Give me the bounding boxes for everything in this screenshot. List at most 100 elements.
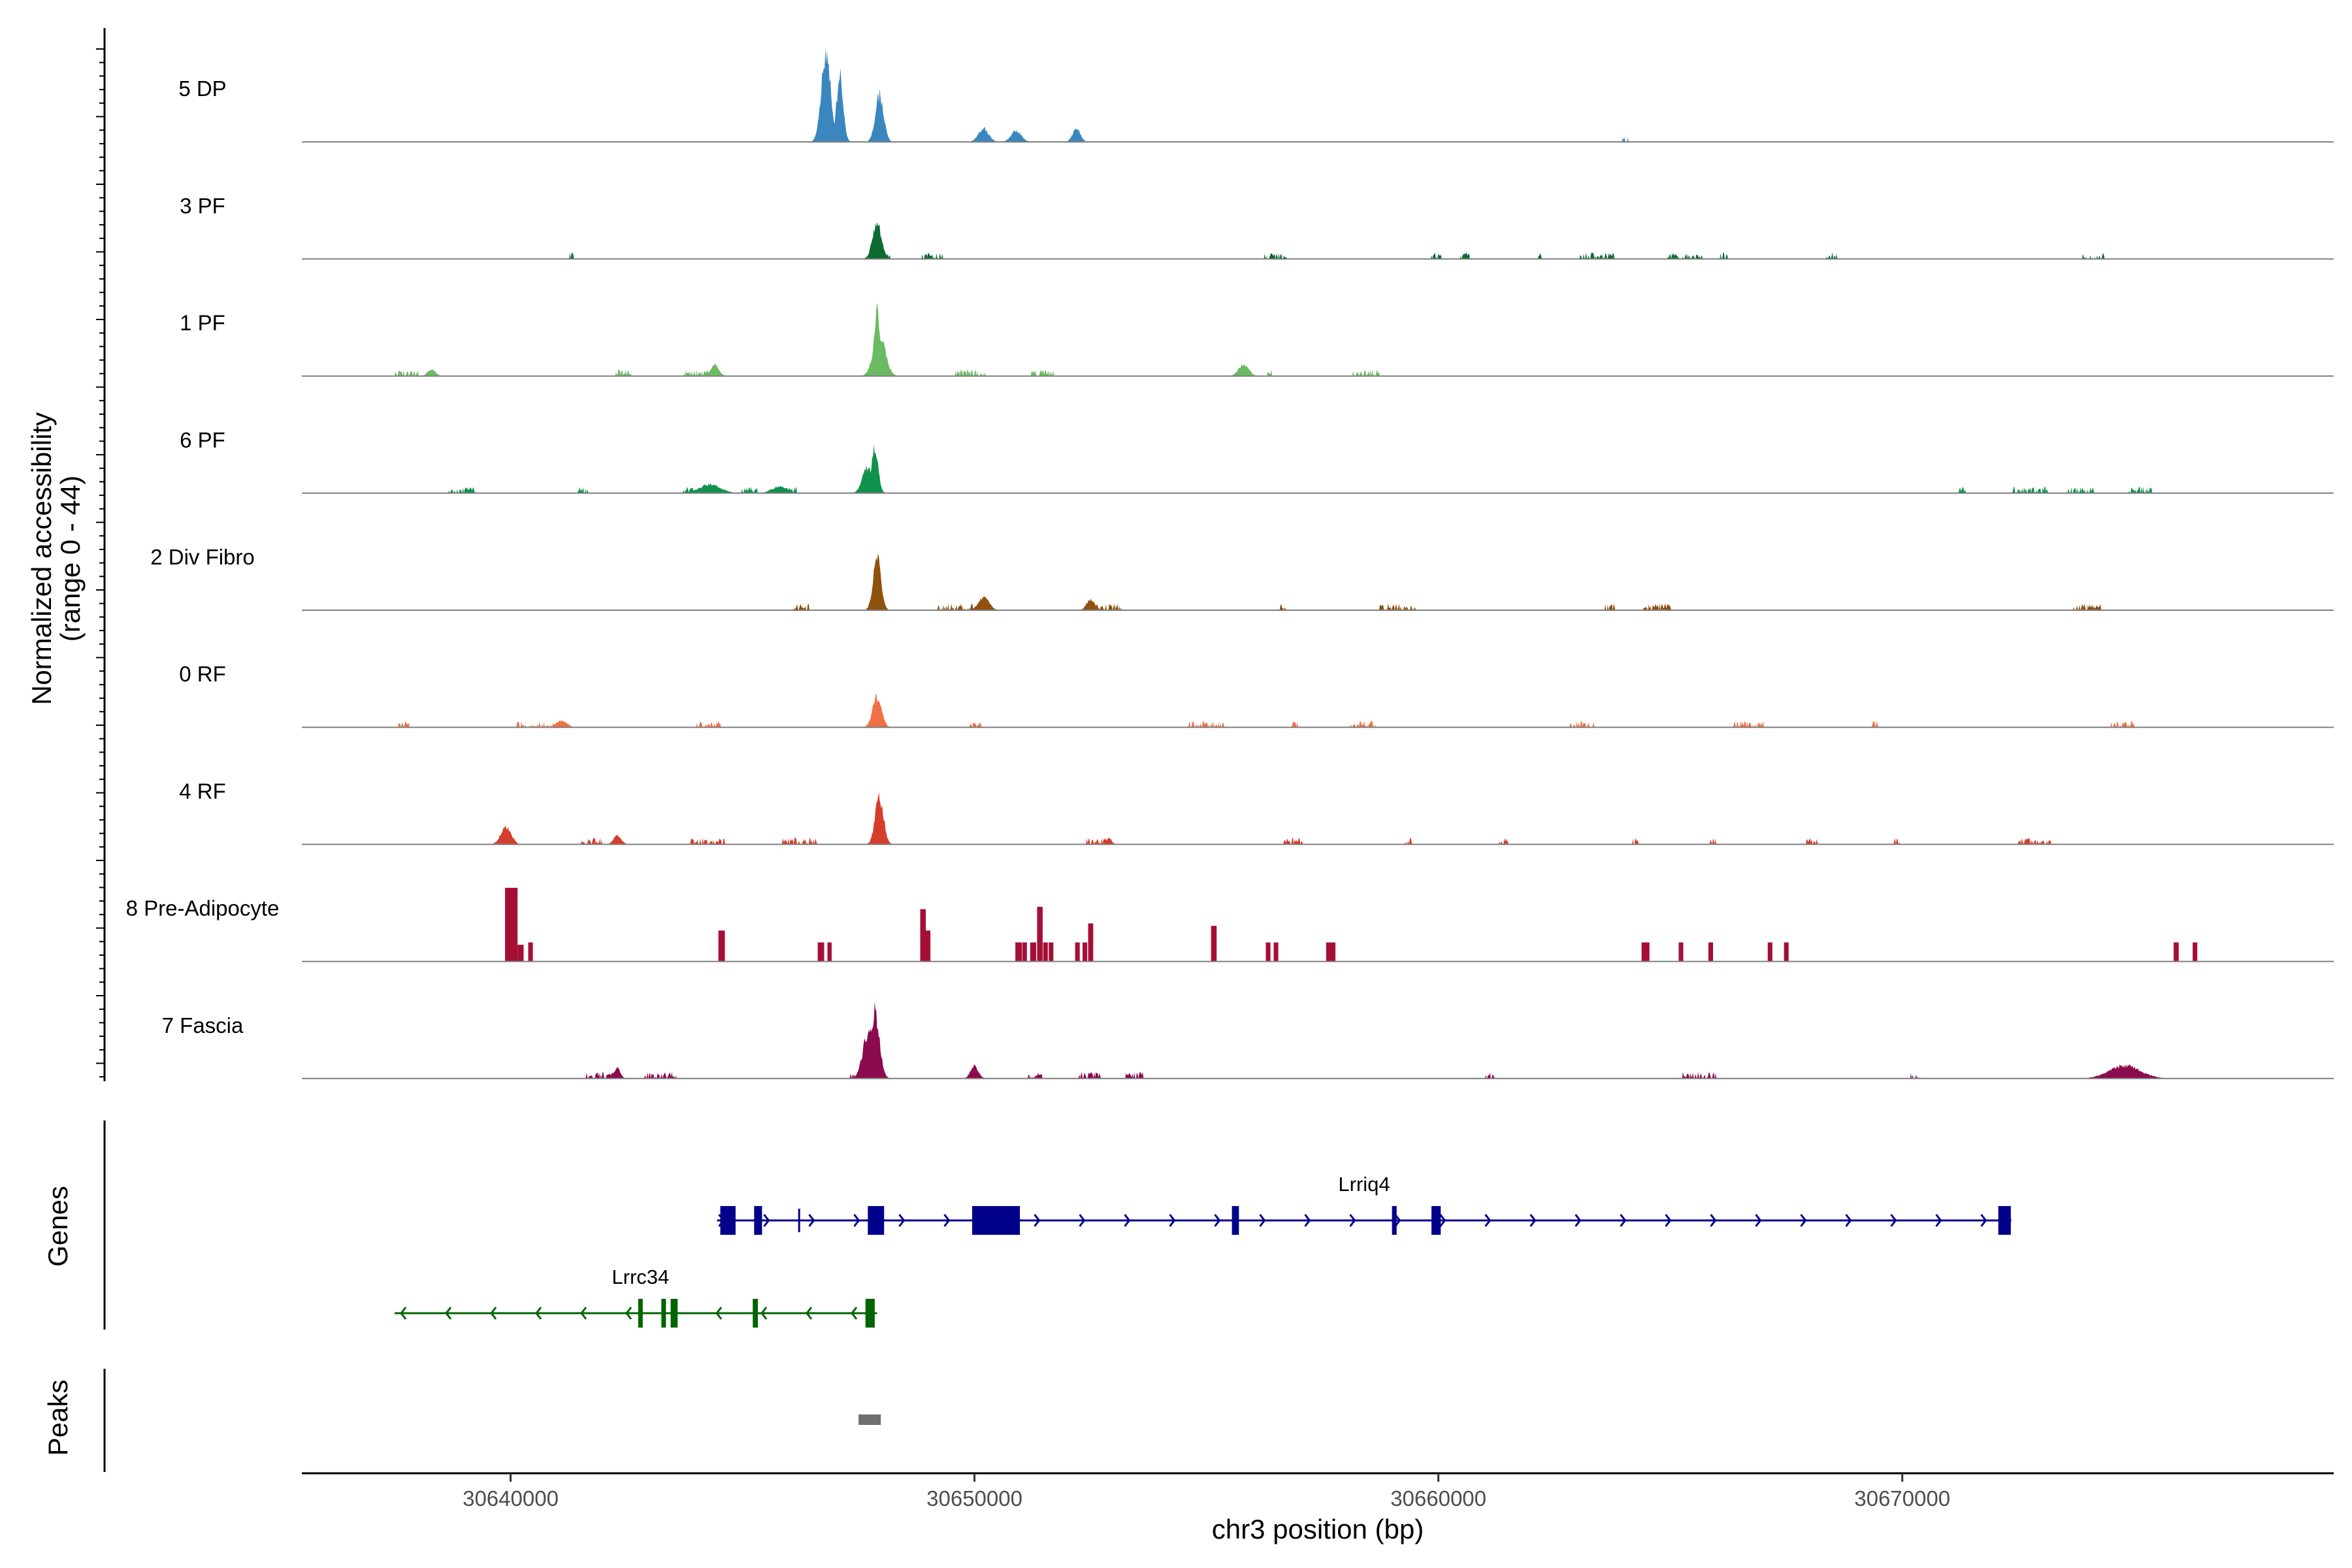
strand-arrow xyxy=(1259,1214,1266,1227)
peaks-panel xyxy=(858,1414,881,1425)
strand-arrow xyxy=(1349,1214,1356,1227)
gene-exon xyxy=(638,1299,643,1328)
track-label: 6 PF xyxy=(180,428,225,452)
peak-region xyxy=(858,1414,881,1425)
coverage-block xyxy=(1049,942,1054,962)
strand-arrow xyxy=(763,1214,770,1227)
track-label: 4 RF xyxy=(179,779,226,803)
track-3-pf: 3 PF xyxy=(180,193,2334,260)
track-label: 1 PF xyxy=(180,311,225,335)
strand-arrow xyxy=(1169,1214,1176,1227)
y-axis-title-line1: Normalized accessibility xyxy=(26,412,57,705)
y-axis-title: Normalized accessibility (range 0 - 44) xyxy=(26,412,86,705)
strand-arrow xyxy=(715,1307,723,1320)
track-2-div-fibro: 2 Div Fibro xyxy=(150,545,2334,611)
gene-exon xyxy=(868,1206,885,1235)
coverage-block xyxy=(827,942,832,962)
track-6-pf: 6 PF xyxy=(180,428,2334,494)
coverage-block xyxy=(920,909,926,962)
track-label: 5 DP xyxy=(178,76,226,101)
strand-arrow xyxy=(1439,1214,1446,1227)
coverage-block xyxy=(2193,942,2198,962)
strand-arrow xyxy=(806,1307,813,1320)
coverage-block xyxy=(1088,923,1094,962)
coverage-area xyxy=(385,1001,2238,1079)
strand-arrow xyxy=(1529,1214,1537,1227)
y-axis-title-line2: (range 0 - 44) xyxy=(55,476,86,642)
strand-arrow xyxy=(625,1307,632,1320)
x-tick-label: 30640000 xyxy=(463,1486,559,1511)
strand-arrow xyxy=(1890,1214,1897,1227)
track-8-pre-adipocyte: 8 Pre-Adipocyte xyxy=(126,887,2334,962)
strand-arrow xyxy=(1755,1214,1762,1227)
gene-label: Lrriq4 xyxy=(1338,1173,1390,1196)
gene-exon xyxy=(720,1206,736,1235)
coverage-block xyxy=(1083,942,1088,962)
coverage-area xyxy=(385,302,2238,376)
coverage-block xyxy=(1022,942,1027,962)
track-4-rf: 4 RF xyxy=(179,779,2334,845)
strand-arrow xyxy=(1710,1214,1717,1227)
coverage-block xyxy=(1037,907,1043,962)
peaks-panel-title: Peaks xyxy=(42,1380,73,1456)
strand-arrow xyxy=(808,1214,815,1227)
strand-arrow xyxy=(1665,1214,1672,1227)
strand-arrow xyxy=(1620,1214,1627,1227)
strand-arrow xyxy=(1575,1214,1582,1227)
coverage-block xyxy=(1678,942,1684,962)
track-label: 0 RF xyxy=(179,662,226,686)
gene-exon xyxy=(1392,1206,1397,1235)
strand-arrow xyxy=(1980,1214,1987,1227)
x-tick-label: 30660000 xyxy=(1390,1486,1486,1511)
coverage-block xyxy=(1641,942,1650,962)
strand-arrow xyxy=(943,1214,951,1227)
gene-exon xyxy=(661,1299,666,1328)
coverage-block xyxy=(1266,942,1271,962)
coverage-block xyxy=(1326,942,1335,962)
strand-arrow xyxy=(853,1214,860,1227)
strand-arrow xyxy=(445,1307,452,1320)
gene-lrrc34: Lrrc34 xyxy=(395,1266,877,1328)
x-tick-label: 30670000 xyxy=(1854,1486,1950,1511)
coverage-block xyxy=(505,887,518,962)
strand-arrow xyxy=(490,1307,497,1320)
coverage-area xyxy=(385,444,2238,493)
gene-exon xyxy=(670,1299,678,1328)
track-1-pf: 1 PF xyxy=(180,302,2334,377)
strand-arrow xyxy=(1214,1214,1221,1227)
coverage-block xyxy=(926,930,931,962)
gene-exon xyxy=(1431,1206,1441,1235)
track-label: 3 PF xyxy=(180,193,225,218)
genes-panel: Lrriq4 Lrrc34 xyxy=(395,1173,2012,1328)
coverage-block xyxy=(817,942,825,962)
coverage-area xyxy=(385,48,2238,142)
coverage-area xyxy=(385,693,2238,728)
gene-exon xyxy=(1998,1206,2011,1235)
strand-arrow xyxy=(898,1214,906,1227)
strand-arrow xyxy=(1034,1214,1041,1227)
coverage-area xyxy=(385,553,2238,610)
coverage-block xyxy=(1273,942,1279,962)
x-axis-ticks: 30640000 30650000 30660000 30670000 xyxy=(463,1473,1950,1511)
coverage-block xyxy=(1708,942,1713,962)
coverage-block xyxy=(528,942,533,962)
gene-exon xyxy=(865,1299,875,1328)
strand-arrow xyxy=(760,1307,768,1320)
strand-arrow xyxy=(1079,1214,1086,1227)
coverage-block xyxy=(2174,942,2179,962)
gene-lrriq4: Lrriq4 xyxy=(717,1173,2012,1235)
track-label: 8 Pre-Adipocyte xyxy=(126,896,280,921)
strand-arrow xyxy=(580,1307,587,1320)
track-0-rf: 0 RF xyxy=(179,662,2334,728)
strand-arrow xyxy=(1935,1214,1942,1227)
coverage-block xyxy=(718,930,725,962)
coverage-block xyxy=(1784,942,1789,962)
coverage-block xyxy=(517,945,524,962)
x-axis-title: chr3 position (bp) xyxy=(1212,1514,1424,1544)
strand-arrow xyxy=(1484,1214,1492,1227)
gene-label: Lrrc34 xyxy=(612,1266,669,1288)
coverage-block xyxy=(1030,942,1036,962)
coverage-block xyxy=(1015,942,1022,962)
coverage-block xyxy=(1211,926,1217,962)
